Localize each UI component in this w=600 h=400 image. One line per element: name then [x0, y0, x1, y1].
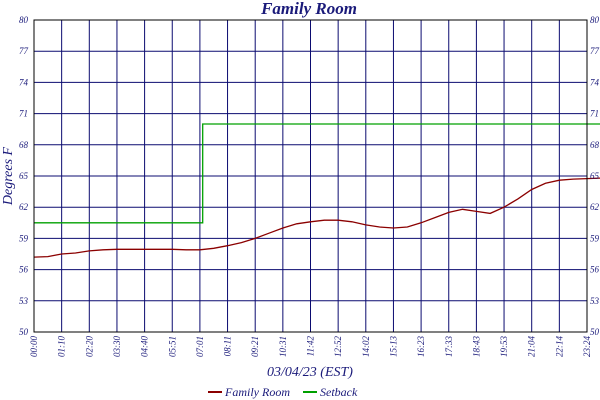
y-tick-label-right: 74 [590, 77, 600, 87]
y-tick-label: 56 [19, 265, 29, 275]
y-tick-label-right: 59 [590, 233, 600, 243]
y-tick-label-right: 80 [590, 15, 600, 25]
x-tick-label: 16:23 [416, 336, 426, 357]
x-tick-label: 05:51 [167, 336, 177, 357]
legend-label: Setback [320, 385, 358, 399]
y-tick-label-right: 62 [590, 202, 600, 212]
x-tick-label: 15:13 [388, 336, 398, 357]
x-tick-label: 03:30 [112, 336, 122, 357]
y-ticks-right: 50 53 56 59 62 65 68 71 74 77 80 [590, 15, 600, 337]
x-ticks: 00:00 01:10 02:20 03:30 04:40 05:51 07:01 08:11… [29, 336, 592, 357]
x-tick-label: 23:24 [582, 336, 592, 357]
legend-label: Family Room [224, 385, 290, 399]
x-tick-label: 09:21 [250, 336, 260, 357]
chart-title: Family Room [260, 0, 357, 18]
series-line-setback [34, 123, 600, 224]
x-tick-label: 10:31 [278, 336, 288, 357]
x-tick-label: 00:00 [29, 336, 39, 357]
y-tick-label: 68 [19, 140, 29, 150]
x-tick-label: 12:52 [333, 336, 343, 357]
y-tick-label-right: 56 [590, 265, 600, 275]
y-tick-label: 71 [19, 109, 28, 119]
legend: Family Room Setback [208, 385, 358, 399]
grid [33, 19, 588, 333]
x-tick-label: 19:53 [499, 336, 509, 357]
y-tick-label: 62 [19, 202, 29, 212]
y-tick-label: 53 [19, 296, 29, 306]
x-tick-label: 07:01 [195, 336, 205, 357]
y-tick-label: 59 [19, 233, 29, 243]
y-tick-label: 77 [19, 46, 29, 56]
series-layer [33, 123, 600, 258]
x-axis-label: 03/04/23 (EST) [267, 365, 353, 380]
y-tick-label: 80 [19, 15, 29, 25]
x-tick-label: 14:02 [361, 336, 371, 357]
x-tick-label: 08:11 [223, 336, 233, 356]
x-tick-label: 04:40 [140, 336, 150, 357]
x-tick-label: 18:43 [471, 336, 481, 357]
y-tick-label-right: 65 [590, 171, 600, 181]
x-tick-label: 22:14 [554, 336, 564, 357]
y-ticks-left: 50 53 56 59 62 65 68 71 74 77 80 [19, 15, 29, 337]
y-tick-label: 74 [19, 77, 29, 87]
x-tick-label: 21:04 [527, 336, 537, 357]
y-tick-label: 65 [19, 171, 29, 181]
x-tick-label: 02:20 [84, 336, 94, 357]
y-axis-label: Degrees F [1, 146, 16, 206]
y-tick-label-right: 77 [590, 46, 600, 56]
y-tick-label-right: 68 [590, 140, 600, 150]
y-tick-label: 50 [19, 327, 29, 337]
x-tick-label: 11:42 [306, 336, 316, 357]
x-tick-label: 01:10 [57, 336, 67, 357]
series-line-family-room [33, 177, 600, 258]
y-tick-label-right: 53 [590, 296, 600, 306]
plot-frame [33, 19, 588, 333]
y-tick-label-right: 71 [590, 109, 599, 119]
x-tick-label: 17:33 [444, 336, 454, 357]
y-tick-label-right: 50 [590, 327, 600, 337]
